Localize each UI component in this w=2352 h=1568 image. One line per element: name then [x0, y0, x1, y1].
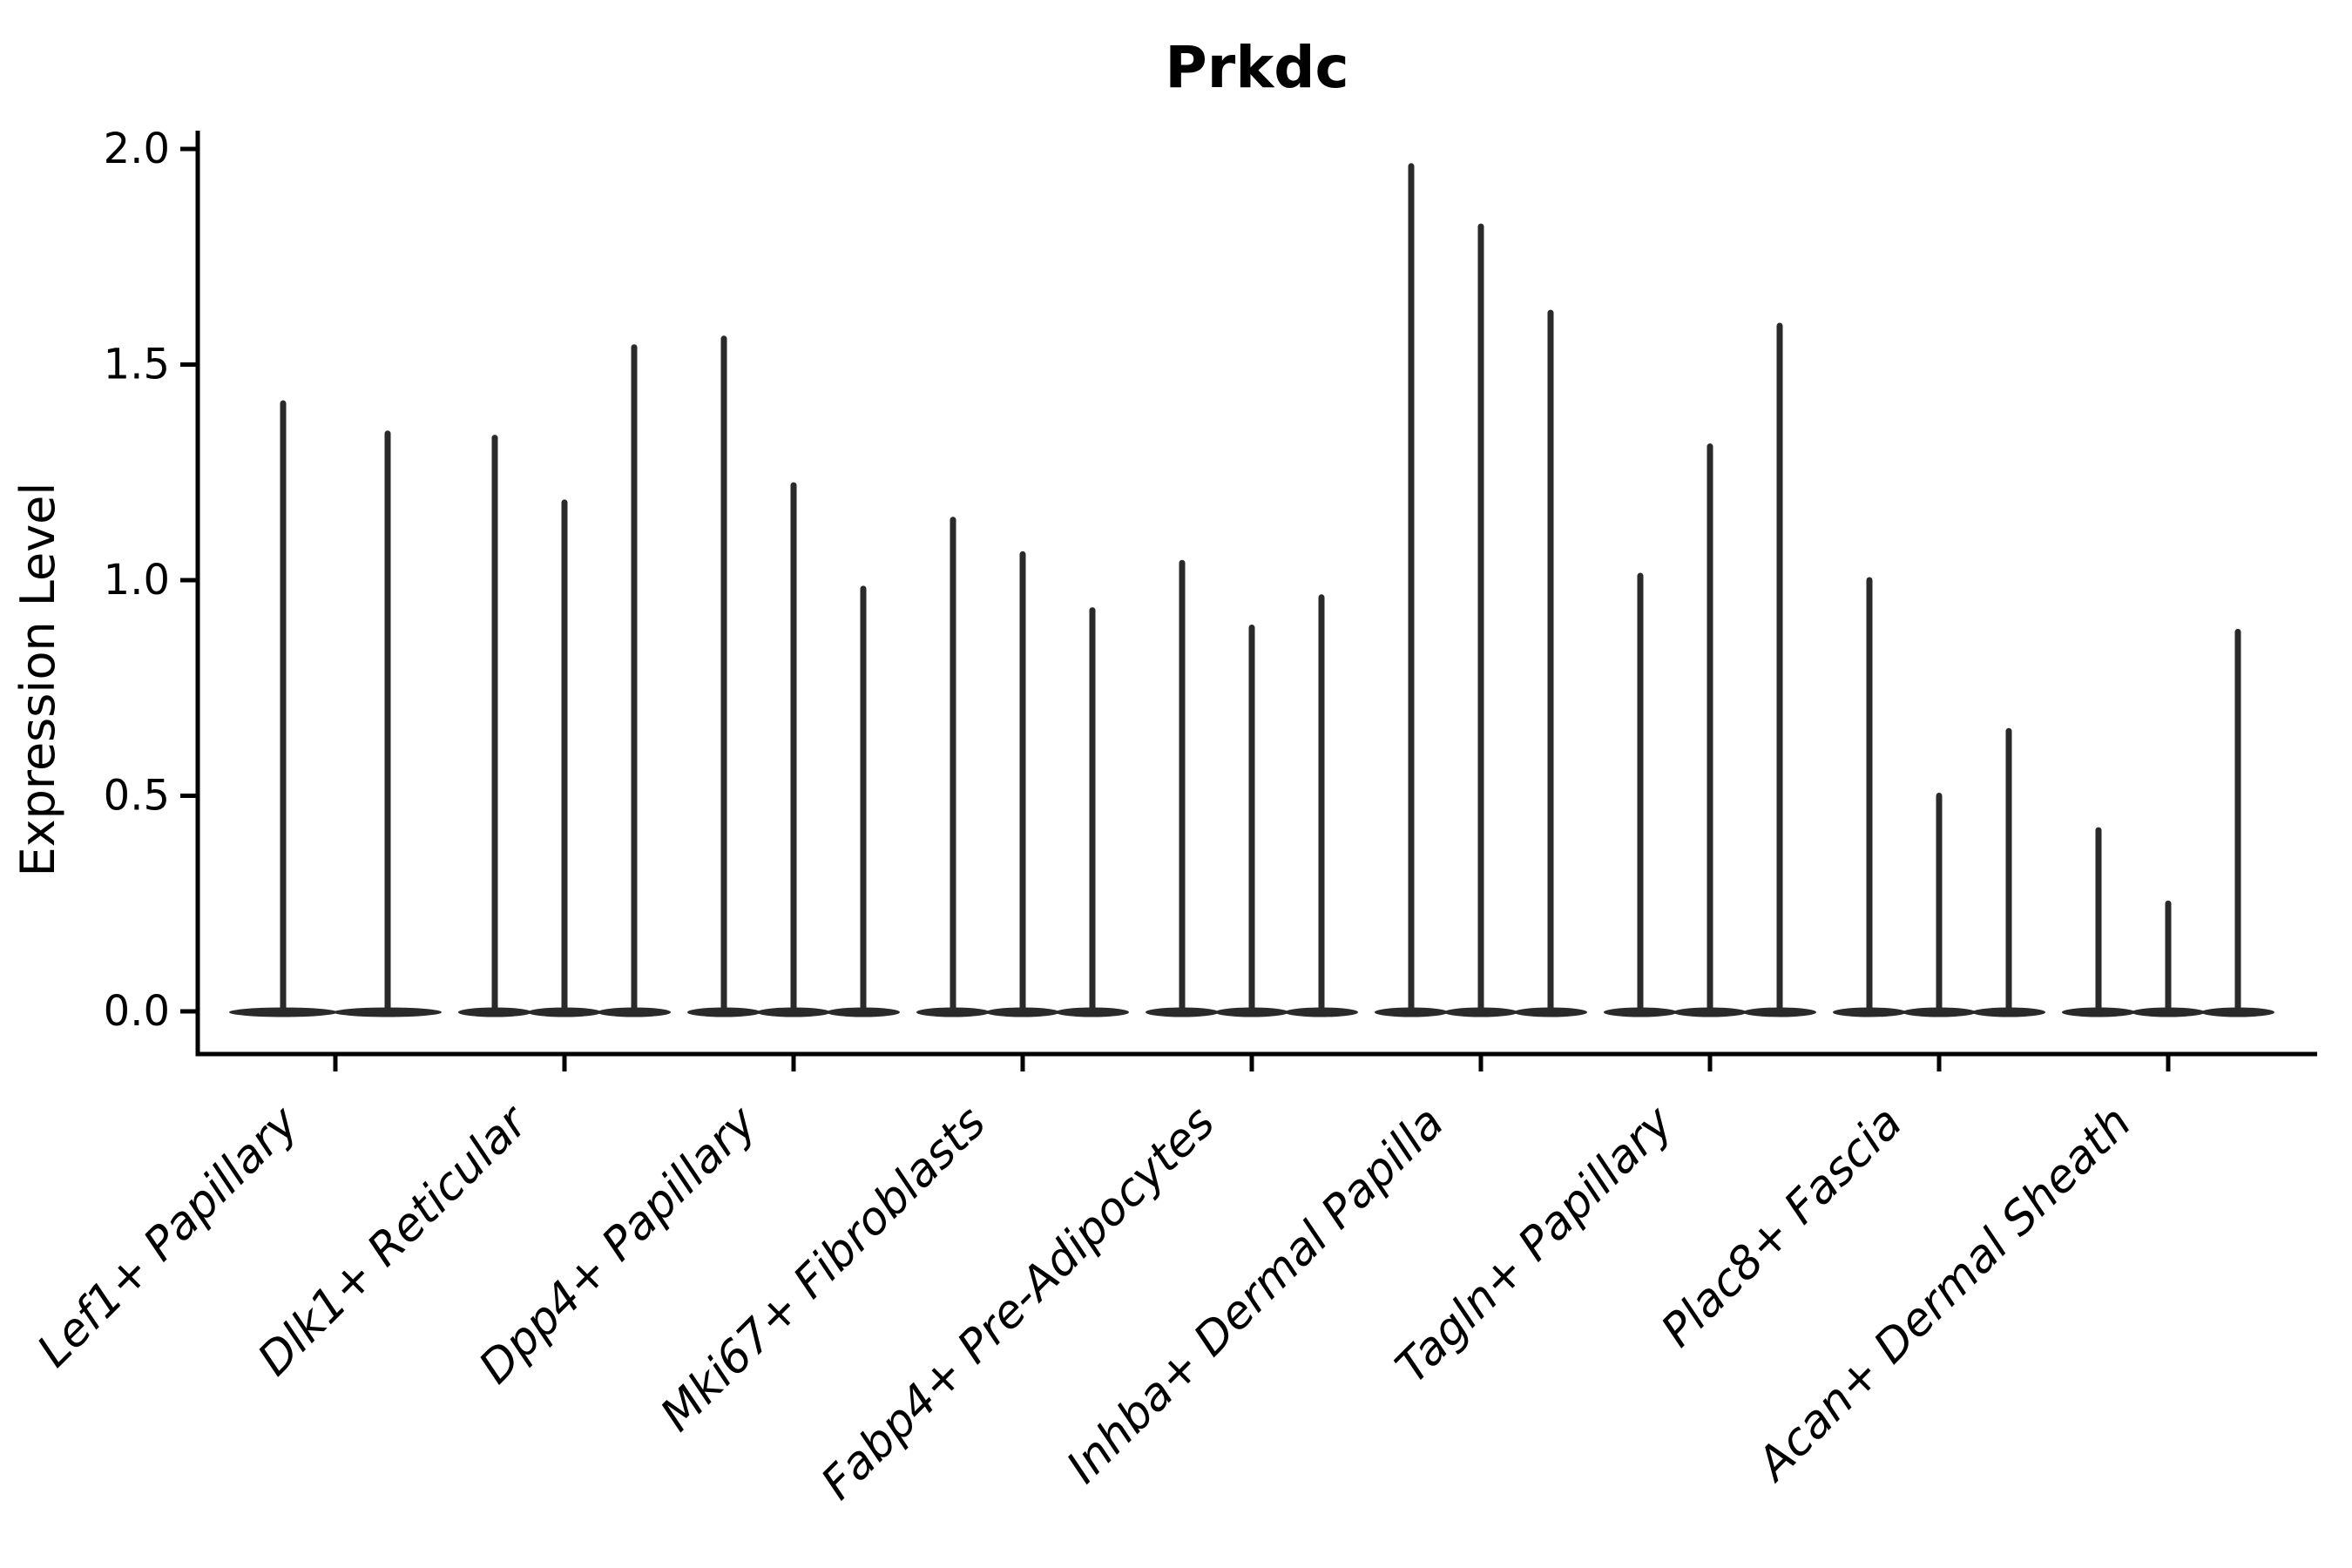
y-tick-label: 1.0	[104, 556, 170, 605]
chart-title: Prkdc	[1165, 34, 1348, 101]
y-tick-label: 0.5	[104, 772, 170, 821]
x-tick-label: Acan+ Dermal Sheath	[1746, 1097, 2141, 1492]
y-tick-label: 1.5	[104, 341, 170, 389]
x-tick-label: Inhba+ Dermal Papilla	[1057, 1097, 1454, 1494]
x-tick-label: Fabp4+ Pre-Adipocytes	[812, 1097, 1226, 1511]
y-tick-label: 0.0	[104, 987, 170, 1036]
x-tick-label: Plac8+ Fascia	[1652, 1097, 1912, 1357]
y-tick-label: 2.0	[104, 125, 170, 173]
y-axis-label: Expression Level	[10, 483, 65, 877]
